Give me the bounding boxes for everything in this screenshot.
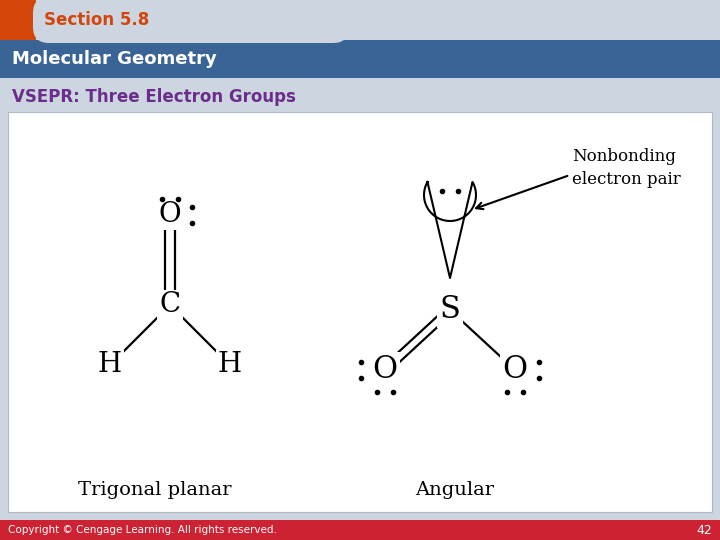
Bar	[0, 520, 720, 540]
Text: Angular: Angular	[415, 481, 495, 499]
Text: H: H	[218, 352, 242, 379]
Bar	[0, 40, 720, 78]
Polygon shape	[424, 182, 476, 278]
Text: O: O	[503, 354, 528, 386]
Text: O: O	[158, 201, 181, 228]
Text: O: O	[372, 354, 397, 386]
FancyBboxPatch shape	[33, 0, 349, 43]
Text: S: S	[440, 294, 460, 326]
Bar	[36, 20, 346, 40]
Text: C: C	[159, 292, 181, 319]
Text: 42: 42	[696, 523, 712, 537]
Text: Copyright © Cengage Learning. All rights reserved.: Copyright © Cengage Learning. All rights…	[8, 525, 277, 535]
Bar	[0, 0, 36, 40]
Text: H: H	[98, 352, 122, 379]
Text: Trigonal planar: Trigonal planar	[78, 481, 232, 499]
Text: Molecular Geometry: Molecular Geometry	[12, 50, 217, 68]
Bar	[36, 0, 51, 40]
Text: VSEPR: Three Electron Groups: VSEPR: Three Electron Groups	[12, 88, 296, 106]
Text: Section 5.8: Section 5.8	[44, 11, 149, 29]
Bar	[8, 112, 712, 512]
Text: Nonbonding
electron pair: Nonbonding electron pair	[572, 148, 680, 187]
